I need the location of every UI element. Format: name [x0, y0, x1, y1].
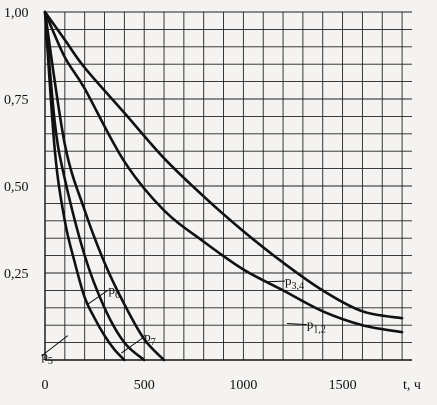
series-label-leader [87, 289, 109, 305]
series-line [43, 10, 404, 334]
series-line [43, 10, 146, 362]
x-tick-label: 1000 [229, 378, 257, 393]
y-tick-label: 0,50 [4, 180, 29, 195]
axes: 0 500 1000 1500 t, ч 1,00 0,75 0,50 0,25 [4, 6, 421, 393]
series-label-leader [121, 336, 145, 354]
series-label: p6 [108, 282, 120, 301]
series-line [43, 10, 126, 362]
y-tick-label: 0,75 [4, 93, 29, 108]
series-label: p7 [144, 329, 156, 348]
grid [45, 11, 412, 360]
y-tick-label: 0,25 [4, 267, 29, 282]
labels: p1,2 p3,4 p5 p6 p7 [41, 273, 326, 367]
x-tick-label: 1500 [329, 378, 357, 393]
series-label-leader [265, 280, 286, 283]
x-axis-label: t, ч [403, 378, 421, 393]
series-label-leader [286, 322, 307, 326]
series-label: p1,2 [307, 317, 326, 336]
x-tick-label: 500 [134, 378, 155, 393]
x-tick-label: 0 [42, 378, 49, 393]
curves [43, 10, 404, 362]
series-label-leader [41, 335, 69, 357]
series-line [43, 10, 404, 320]
series-label: p5 [41, 348, 53, 367]
y-tick-label: 1,00 [4, 6, 29, 21]
series-line [43, 10, 166, 362]
series-label: p3,4 [285, 273, 304, 292]
